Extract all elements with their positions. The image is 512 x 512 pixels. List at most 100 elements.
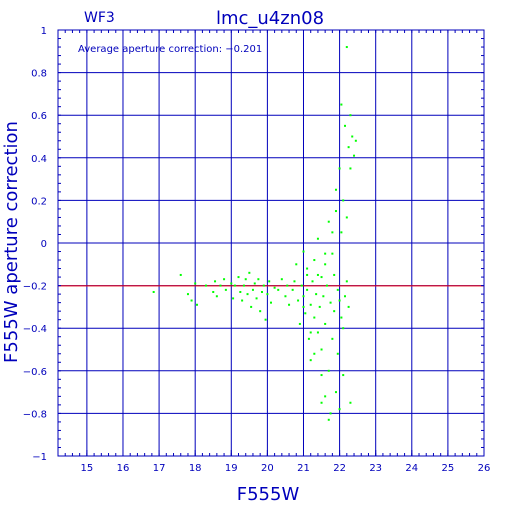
data-point bbox=[345, 216, 348, 219]
data-point bbox=[295, 263, 298, 266]
data-point bbox=[242, 284, 245, 287]
data-point bbox=[353, 154, 356, 157]
x-tick-label: 23 bbox=[369, 463, 382, 474]
data-point bbox=[266, 293, 269, 296]
data-point bbox=[336, 352, 339, 355]
data-point bbox=[309, 331, 312, 334]
x-tick-label: 21 bbox=[297, 463, 310, 474]
x-tick-labels: 15 16 17 18 19 20 21 22 23 24 25 26 bbox=[81, 463, 491, 474]
data-point bbox=[262, 284, 265, 287]
chart-title: lmc_u4zn08 bbox=[216, 8, 324, 29]
data-point bbox=[318, 305, 321, 308]
x-tick-label: 20 bbox=[261, 463, 274, 474]
data-point bbox=[315, 293, 318, 296]
x-tick-label: 18 bbox=[189, 463, 202, 474]
data-point bbox=[342, 327, 345, 330]
data-point bbox=[219, 284, 222, 287]
data-point bbox=[264, 318, 267, 321]
data-point bbox=[349, 167, 352, 170]
y-tick-label: −1 bbox=[32, 452, 47, 463]
x-tick-label: 25 bbox=[442, 463, 455, 474]
data-point bbox=[293, 280, 296, 283]
data-point bbox=[186, 293, 189, 296]
data-point bbox=[349, 401, 352, 404]
data-point bbox=[334, 210, 337, 213]
data-point bbox=[286, 284, 289, 287]
data-point bbox=[224, 288, 227, 291]
data-point bbox=[302, 250, 305, 253]
data-point bbox=[306, 288, 309, 291]
data-point bbox=[320, 276, 323, 279]
data-point bbox=[340, 231, 343, 234]
y-tick-label: −0.2 bbox=[23, 282, 47, 293]
data-point bbox=[324, 322, 327, 325]
data-point bbox=[320, 401, 323, 404]
data-point bbox=[327, 369, 330, 372]
data-point bbox=[306, 273, 309, 276]
data-point bbox=[248, 271, 251, 274]
data-point bbox=[344, 295, 347, 298]
chip-label: WF3 bbox=[84, 10, 115, 26]
data-point bbox=[239, 290, 242, 293]
data-point bbox=[230, 282, 233, 285]
data-point bbox=[325, 284, 328, 287]
data-point bbox=[306, 267, 309, 270]
data-point bbox=[195, 303, 198, 306]
data-point bbox=[334, 391, 337, 394]
axis-ticks bbox=[57, 29, 485, 457]
data-point bbox=[244, 278, 247, 281]
y-tick-label: 0.8 bbox=[31, 69, 47, 80]
y-tick-label: −0.8 bbox=[23, 409, 47, 420]
data-point bbox=[324, 263, 327, 266]
data-point bbox=[324, 252, 327, 255]
data-point bbox=[309, 359, 312, 362]
data-point bbox=[304, 312, 307, 315]
data-point bbox=[277, 288, 280, 291]
data-point bbox=[215, 295, 218, 298]
data-point bbox=[333, 273, 336, 276]
data-point bbox=[338, 167, 341, 170]
y-tick-label: −0.6 bbox=[23, 367, 47, 378]
data-point bbox=[284, 295, 287, 298]
data-point bbox=[270, 301, 272, 304]
data-point bbox=[241, 299, 244, 302]
data-point bbox=[179, 273, 182, 276]
data-point bbox=[333, 310, 336, 313]
data-point bbox=[342, 199, 345, 202]
x-tick-label: 16 bbox=[117, 463, 130, 474]
data-point bbox=[250, 305, 253, 308]
data-point bbox=[331, 252, 334, 255]
data-point bbox=[297, 299, 300, 302]
data-point bbox=[340, 316, 343, 319]
data-point bbox=[316, 237, 319, 240]
data-point bbox=[347, 146, 350, 149]
y-tick-label: 0.2 bbox=[31, 196, 47, 207]
data-point bbox=[302, 295, 305, 298]
x-tick-label: 15 bbox=[81, 463, 94, 474]
data-point bbox=[316, 273, 319, 276]
data-point bbox=[232, 297, 235, 300]
data-point bbox=[340, 103, 343, 106]
data-point bbox=[338, 299, 341, 302]
data-point bbox=[313, 259, 316, 262]
data-points bbox=[152, 46, 357, 421]
data-point bbox=[334, 188, 337, 191]
data-point bbox=[327, 220, 330, 223]
data-point bbox=[320, 374, 323, 377]
data-point bbox=[152, 290, 155, 293]
y-axis-label: F555W aperture correction bbox=[1, 121, 22, 363]
data-point bbox=[233, 284, 236, 287]
x-tick-label: 24 bbox=[405, 463, 418, 474]
x-tick-label: 26 bbox=[478, 463, 491, 474]
data-point bbox=[288, 303, 291, 306]
data-point bbox=[214, 280, 217, 283]
data-point bbox=[349, 114, 352, 117]
data-point bbox=[307, 337, 310, 340]
data-point bbox=[251, 288, 254, 291]
data-point bbox=[324, 395, 327, 398]
data-point bbox=[237, 276, 240, 279]
data-point bbox=[212, 290, 215, 293]
data-point bbox=[322, 295, 325, 298]
data-point bbox=[190, 299, 193, 302]
